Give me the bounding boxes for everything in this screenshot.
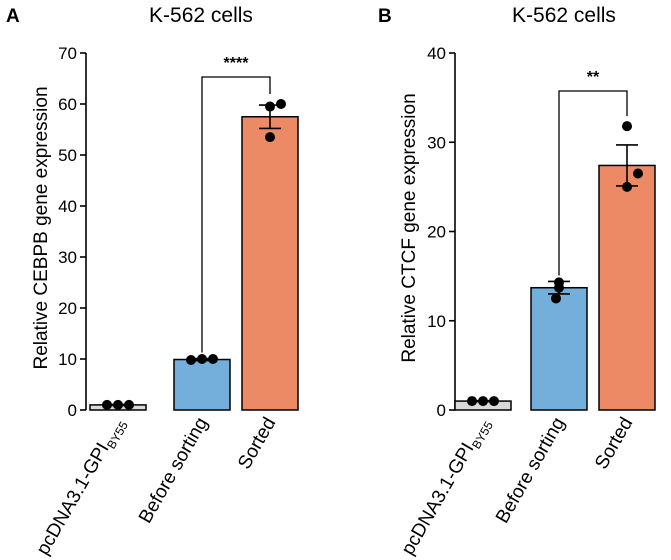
- panel-a-data-point: [265, 132, 275, 143]
- panel-b-data-point: [633, 168, 643, 179]
- panel-b-data-point: [554, 282, 564, 293]
- panel-a-data-point: [102, 399, 112, 410]
- panel-b-significance-label: **: [587, 69, 600, 86]
- panel-a-x-tick-label-3: Sorted: [234, 414, 280, 473]
- panel-a-x-tick-label-1: pcDNA3.1-GPIBY55: [33, 414, 131, 560]
- panel-b-data-point: [622, 121, 632, 132]
- panel-b-y-tick-label: 0: [437, 401, 446, 420]
- panel-a-y-tick-label: 40: [58, 197, 77, 216]
- panel-b-y-tick-label: 20: [427, 223, 446, 242]
- panel-a-y-tick-label: 70: [58, 44, 77, 63]
- panel-a-plot: 0 10 20 30 40 50 60 70 **** pcDNA3.1-GPIBY55 Befor…: [33, 44, 299, 560]
- panel-b-x-tick-label-2: Before sorting: [492, 414, 569, 527]
- panel-a-title: K-562 cells: [149, 4, 253, 27]
- panel-b-title: K-562 cells: [512, 4, 616, 27]
- panel-b-y-tick-label: 10: [427, 312, 446, 331]
- panel-b-data-point: [551, 293, 561, 304]
- panel-a-data-point: [208, 354, 218, 364]
- panel-b-letter: B: [378, 6, 392, 27]
- panel-b-bar-3: [598, 164, 656, 411]
- panel-b-y-tick-label: 40: [427, 44, 446, 63]
- panel-a: A K-562 cells Relative CEBPB gene expres…: [6, 4, 299, 560]
- panel-b-y-tick-label: 30: [427, 133, 446, 152]
- panel-a-data-point: [124, 399, 134, 410]
- panel-a-y-axis-label: Relative CEBPB gene expression: [31, 86, 52, 369]
- panel-a-significance-bracket: [201, 76, 271, 353]
- panel-b: B K-562 cells Relative CTCF gene express…: [378, 4, 656, 560]
- panel-a-x-tick-label-2: Before sorting: [135, 414, 212, 527]
- panel-a-data-point: [186, 355, 196, 366]
- panel-a-significance-label: ****: [224, 55, 250, 72]
- panel-a-data-point: [197, 354, 207, 364]
- panel-b-data-point: [478, 396, 488, 407]
- panel-a-letter: A: [6, 6, 20, 27]
- panel-a-y-tick-label: 0: [68, 401, 77, 420]
- panel-b-data-point: [622, 181, 632, 192]
- panel-a-data-point: [113, 399, 123, 410]
- panel-b-data-point: [489, 396, 499, 407]
- panel-b-bar-2: [530, 286, 588, 411]
- panel-a-data-point: [276, 99, 286, 109]
- panel-b-x-tick-label-3: Sorted: [591, 414, 637, 473]
- panel-b-significance-bracket: [558, 90, 628, 276]
- panel-a-bar-3: [241, 116, 299, 411]
- panel-a-data-point: [265, 101, 275, 112]
- panel-a-y-tick-label: 10: [58, 350, 77, 369]
- panel-b-x-tick-label-1: pcDNA3.1-GPIBY55: [398, 414, 496, 560]
- panel-a-y-tick-label: 30: [58, 248, 77, 267]
- panel-a-y-tick-label: 50: [58, 146, 77, 165]
- panel-b-y-axis-label: Relative CTCF gene expression: [399, 93, 420, 362]
- panel-a-y-tick-label: 60: [58, 95, 77, 114]
- panel-a-y-tick-label: 20: [58, 299, 77, 318]
- panel-a-bar-2: [173, 358, 231, 411]
- panel-b-data-point: [467, 396, 477, 407]
